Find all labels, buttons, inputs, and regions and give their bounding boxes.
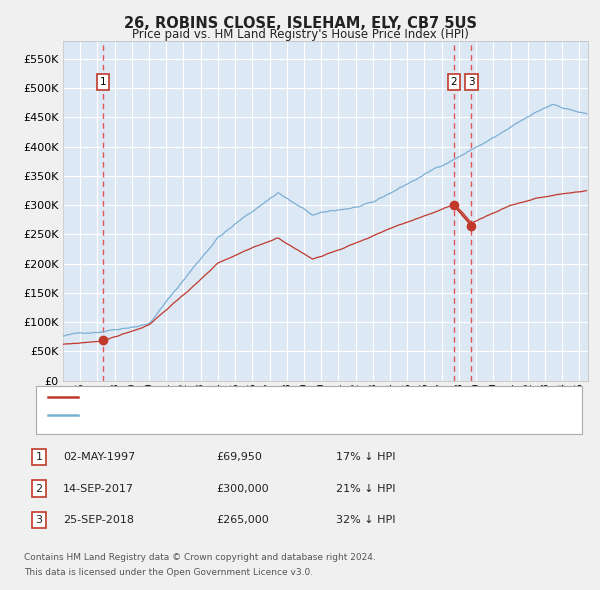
Text: 1: 1 bbox=[35, 453, 43, 462]
Text: 14-SEP-2017: 14-SEP-2017 bbox=[63, 484, 134, 493]
Text: 26, ROBINS CLOSE, ISLEHAM, ELY, CB7 5US: 26, ROBINS CLOSE, ISLEHAM, ELY, CB7 5US bbox=[124, 16, 476, 31]
Text: 2: 2 bbox=[451, 77, 457, 87]
Text: £69,950: £69,950 bbox=[216, 453, 262, 462]
Text: 3: 3 bbox=[468, 77, 475, 87]
Text: Contains HM Land Registry data © Crown copyright and database right 2024.: Contains HM Land Registry data © Crown c… bbox=[24, 553, 376, 562]
Text: £300,000: £300,000 bbox=[216, 484, 269, 493]
Text: 1: 1 bbox=[100, 77, 106, 87]
Text: 3: 3 bbox=[35, 515, 43, 525]
Text: 21% ↓ HPI: 21% ↓ HPI bbox=[336, 484, 395, 493]
Text: 26, ROBINS CLOSE, ISLEHAM, ELY, CB7 5US (detached house): 26, ROBINS CLOSE, ISLEHAM, ELY, CB7 5US … bbox=[81, 392, 401, 402]
Text: 2: 2 bbox=[35, 484, 43, 493]
Text: HPI: Average price, detached house, East Cambridgeshire: HPI: Average price, detached house, East… bbox=[81, 410, 383, 419]
Text: £265,000: £265,000 bbox=[216, 515, 269, 525]
Text: 17% ↓ HPI: 17% ↓ HPI bbox=[336, 453, 395, 462]
Text: 32% ↓ HPI: 32% ↓ HPI bbox=[336, 515, 395, 525]
Text: Price paid vs. HM Land Registry's House Price Index (HPI): Price paid vs. HM Land Registry's House … bbox=[131, 28, 469, 41]
Text: 25-SEP-2018: 25-SEP-2018 bbox=[63, 515, 134, 525]
Text: 02-MAY-1997: 02-MAY-1997 bbox=[63, 453, 135, 462]
Text: This data is licensed under the Open Government Licence v3.0.: This data is licensed under the Open Gov… bbox=[24, 568, 313, 577]
